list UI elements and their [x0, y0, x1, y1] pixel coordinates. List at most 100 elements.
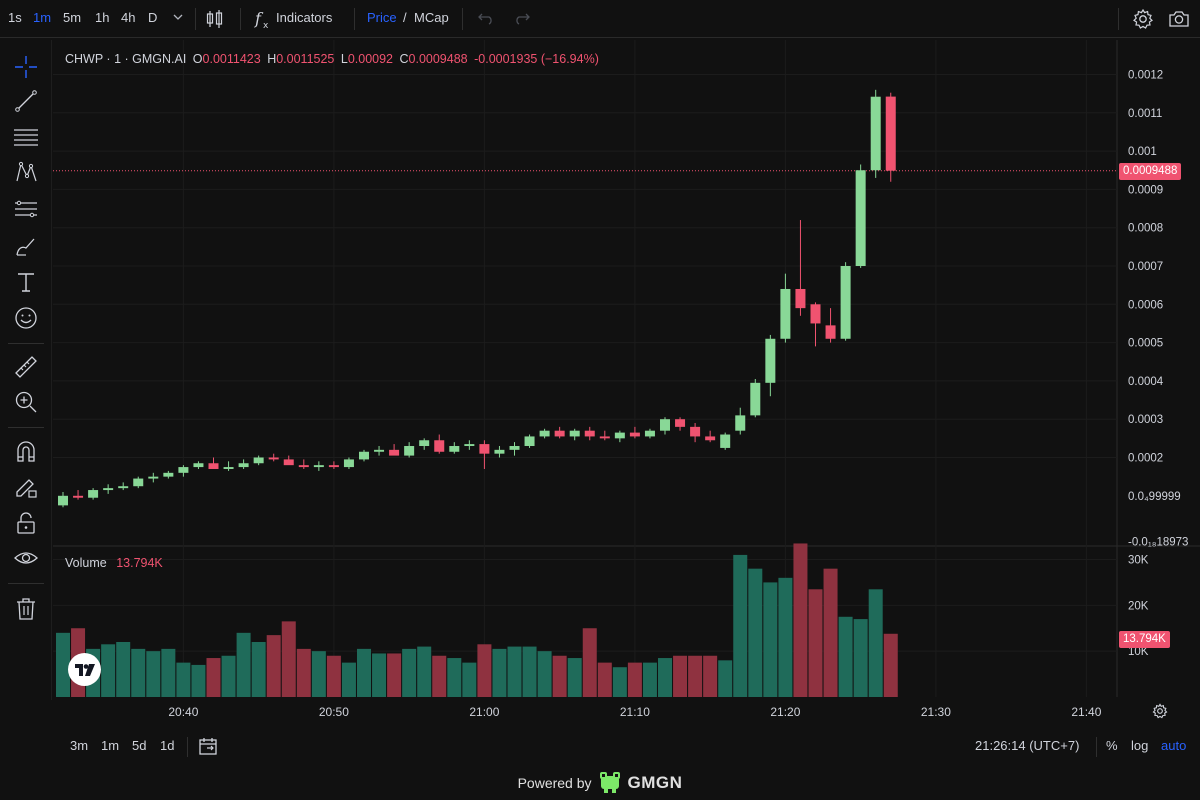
candle-body — [750, 382, 761, 416]
volume-bar — [417, 646, 432, 697]
ruler-icon[interactable] — [10, 351, 42, 383]
volume-bar — [838, 616, 853, 697]
current-volume-tag: 13.794K — [1119, 631, 1170, 648]
time-tick-label: 21:40 — [1071, 705, 1101, 719]
volume-bar — [673, 655, 688, 697]
mcap-toggle[interactable]: MCap — [414, 10, 449, 25]
volume-bar — [883, 633, 898, 697]
candle-body — [313, 465, 324, 468]
fib-retracement-icon[interactable] — [10, 193, 42, 225]
volume-bar — [191, 664, 206, 697]
volume-bar — [281, 621, 296, 697]
camera-screenshot-icon[interactable] — [1168, 8, 1190, 33]
volume-bar — [146, 651, 161, 697]
settings-gear-icon[interactable] — [1132, 8, 1154, 33]
time-tick-label: 21:10 — [620, 705, 650, 719]
volume-bar — [748, 568, 763, 697]
candle-body — [720, 434, 731, 448]
price-tick-label: -0.0₁₈18973 — [1128, 536, 1188, 548]
volume-bar — [537, 651, 552, 697]
text-tool-icon[interactable] — [10, 266, 42, 298]
auto-scale-toggle[interactable]: auto — [1161, 738, 1187, 753]
volume-bar — [597, 662, 612, 697]
date-range-calendar-icon[interactable] — [198, 736, 218, 759]
redo-icon[interactable] — [514, 11, 530, 28]
interval-4h[interactable]: 4h — [121, 10, 136, 25]
clock-timezone[interactable]: 21:26:14 (UTC+7) — [975, 738, 1080, 753]
eye-visibility-icon[interactable] — [10, 542, 42, 574]
volume-bar — [808, 589, 823, 697]
undo-icon[interactable] — [478, 11, 494, 28]
price-tick-label: 0.0002 — [1128, 453, 1163, 465]
price-tick-label: 0.0008 — [1128, 223, 1163, 235]
candle-body — [118, 486, 129, 489]
brush-icon[interactable] — [10, 230, 42, 262]
range-1d[interactable]: 1d — [160, 738, 175, 753]
tradingview-logo[interactable] — [68, 653, 101, 686]
interval-1m[interactable]: 1m — [33, 10, 52, 25]
low-value: 0.00092 — [347, 52, 394, 66]
candle-body — [494, 449, 505, 454]
candle-body — [885, 96, 896, 171]
volume-bar — [582, 628, 597, 697]
trash-icon[interactable] — [10, 593, 42, 625]
volume-bar — [387, 653, 402, 697]
interval-1s[interactable]: 1s — [8, 10, 22, 25]
candle-body — [238, 463, 249, 468]
price-chart[interactable]: 0.0012 0.0011 0.001 0.0009 0.0008 0.0007 0.000… — [0, 0, 1200, 727]
volume-bar — [763, 582, 778, 697]
candle-body — [735, 415, 746, 431]
volume-label: Volume — [65, 556, 107, 570]
interval-d[interactable]: D — [148, 10, 158, 25]
candle-body — [705, 436, 716, 441]
powered-by-footer: Powered by GMGN — [0, 766, 1200, 800]
indicators-button[interactable]: Indicators — [276, 10, 333, 25]
candle-body — [569, 430, 580, 437]
interval-5m[interactable]: 5m — [63, 10, 82, 25]
zoom-in-icon[interactable] — [10, 386, 42, 418]
horizontal-lines-icon[interactable] — [10, 121, 42, 153]
price-toggle[interactable]: Price — [367, 10, 397, 25]
chevron-down-icon[interactable] — [172, 11, 184, 26]
interval-1h[interactable]: 1h — [95, 10, 110, 25]
candle-body — [58, 495, 68, 506]
trend-line-icon[interactable] — [10, 85, 42, 117]
lock-drawing-pencil-icon[interactable] — [10, 471, 42, 503]
price-tick-label: 0.0₄99999 — [1128, 491, 1181, 503]
candle-body — [870, 96, 881, 171]
log-scale-toggle[interactable]: log — [1131, 738, 1149, 753]
emoji-icon[interactable] — [10, 302, 42, 334]
pattern-tool-icon[interactable] — [10, 156, 42, 188]
volume-bar — [627, 662, 642, 697]
lock-icon[interactable] — [10, 507, 42, 539]
bottom-toolbar: 3m 1m 5d 1d 21:26:14 (UTC+7) % log auto — [0, 728, 1200, 764]
chart-legend: CHWP · 1 · GMGN.AI O0.0011423 H0.0011525… — [65, 52, 602, 66]
candle-body — [584, 430, 595, 437]
magnet-icon[interactable] — [10, 436, 42, 468]
high-label: H — [267, 52, 277, 66]
volume-bar — [326, 655, 341, 697]
volume-bar — [372, 653, 387, 697]
volume-tick-label: 10K — [1128, 646, 1149, 658]
candles-icon[interactable] — [205, 8, 225, 33]
candle-body — [825, 325, 836, 339]
percent-scale-toggle[interactable]: % — [1106, 738, 1118, 753]
range-1m[interactable]: 1m — [101, 738, 120, 753]
close-value: 0.0009488 — [408, 52, 468, 66]
range-3m[interactable]: 3m — [70, 738, 89, 753]
price-tick-label: 0.0009 — [1128, 184, 1163, 196]
volume-bar — [477, 644, 492, 697]
time-tick-label: 21:30 — [921, 705, 951, 719]
price-tick-label: 0.0004 — [1128, 376, 1164, 388]
volume-legend: Volume 13.794K — [65, 556, 163, 570]
volume-bar — [718, 660, 733, 697]
candle-body — [524, 436, 535, 447]
volume-bar — [266, 635, 281, 697]
time-tick-label: 20:40 — [168, 705, 198, 719]
range-5d[interactable]: 5d — [132, 738, 147, 753]
axis-settings-icon[interactable] — [1152, 703, 1168, 724]
candle-body — [283, 459, 294, 466]
crosshair-icon[interactable] — [10, 51, 42, 83]
